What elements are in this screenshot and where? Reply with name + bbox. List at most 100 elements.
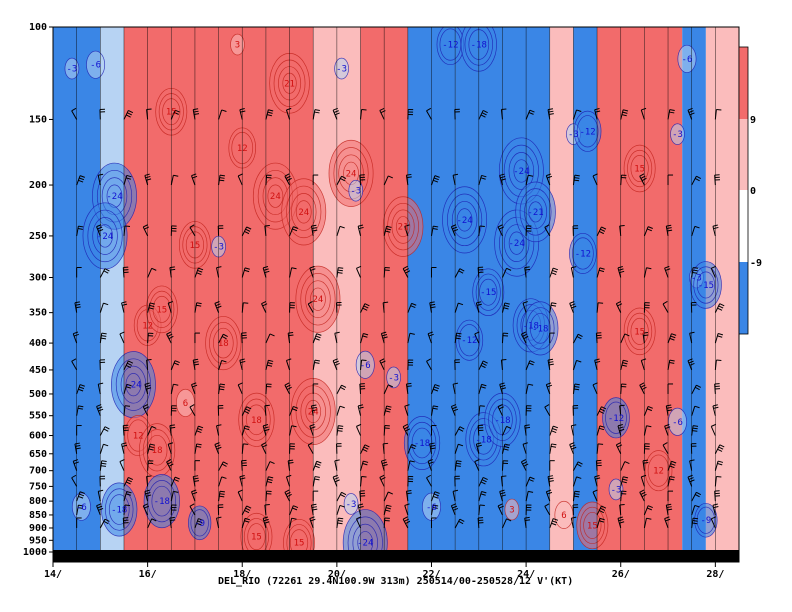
contour-label-9: 15 (190, 241, 201, 251)
wind-barb-323 (549, 267, 559, 278)
contour-ring-22-2 (246, 404, 267, 436)
wind-barb-370 (619, 224, 625, 236)
wind-barb-392 (643, 405, 653, 416)
x-tick-label-4: 22/ (422, 569, 440, 580)
contour-blob-51 (645, 450, 673, 491)
contour-ring-57-0 (576, 501, 609, 550)
wind-barb-190 (336, 504, 345, 516)
wind-barb-231 (405, 382, 412, 395)
wind-barb-411 (667, 460, 677, 471)
wind-barb-396 (640, 474, 647, 487)
wind-barb-372 (615, 301, 623, 313)
wind-barb-402 (665, 224, 673, 237)
wind-barb-432 (714, 109, 722, 120)
wind-barb-388 (643, 302, 650, 313)
wind-barb-437 (714, 332, 724, 344)
contour-blob-56 (554, 501, 574, 529)
wind-barb-31 (99, 518, 110, 529)
wind-barb-337 (572, 174, 580, 186)
wind-barb-205 (359, 490, 366, 502)
wind-barb-321 (545, 173, 553, 186)
contour-label-35: -12 (461, 336, 477, 346)
contour-blob-52 (404, 416, 440, 470)
contour-label-11: 24 (298, 208, 309, 218)
wind-barb-261 (454, 332, 462, 344)
contour-blob-24 (348, 180, 363, 202)
wind-barb-163 (309, 265, 316, 278)
contour-blob-40 (574, 111, 602, 152)
wind-barb-160 (312, 109, 320, 120)
wind-barb-445 (714, 490, 721, 502)
contour-ring-1-0 (86, 50, 106, 79)
contour-label-28: -12 (442, 41, 458, 51)
wind-barb-86 (192, 358, 200, 371)
wind-barb-172 (312, 476, 320, 487)
wind-barb-13 (76, 491, 85, 502)
wind-barb-418 (691, 225, 700, 237)
wind-barb-194 (357, 224, 364, 237)
contour-label-8: 21 (284, 79, 295, 89)
wind-barb-199 (359, 383, 366, 394)
contour-ring-52-2 (411, 427, 433, 459)
contour-ring-59-0 (694, 502, 718, 538)
contour-label-44: -3 (672, 130, 683, 140)
wind-barb-243 (430, 266, 437, 278)
contour-blob-55 (504, 499, 519, 520)
wind-barb-265 (454, 426, 465, 436)
wind-barb-39 (123, 383, 132, 395)
wind-barb-206 (357, 503, 364, 516)
wind-barb-285 (478, 491, 487, 502)
wind-barb-365 (592, 489, 598, 502)
wind-barb-299 (501, 460, 509, 471)
y-tick-label-10: 600 (29, 431, 47, 442)
wind-barb-322 (544, 224, 551, 237)
contour-ring-52-1 (407, 421, 437, 465)
wind-barb-140 (265, 476, 274, 487)
contour-ring-42-1 (526, 307, 555, 350)
wind-barb-91 (194, 460, 200, 471)
wind-barb-184 (336, 405, 345, 416)
contour-labels: -3 -6-24-24-24153122115242424212412151862… (67, 41, 715, 549)
value-cell-11 (549, 27, 574, 552)
contour-ring-49-1 (605, 401, 627, 434)
contour-ring-53-0 (343, 493, 359, 515)
wind-barb-349 (572, 490, 580, 502)
wind-barb-272 (478, 110, 488, 120)
wind-barb-25 (99, 426, 110, 436)
wind-barb-311 (525, 383, 534, 395)
wind-barb-407 (667, 383, 674, 394)
wind-barb-406 (667, 359, 675, 371)
colorbar-neutral (739, 190, 748, 262)
wind-barb-260 (454, 302, 464, 313)
wind-barb-258 (450, 224, 459, 237)
colorbar-positive-strong (739, 47, 748, 119)
wind-barb-176 (332, 107, 340, 120)
wind-barb-82 (189, 224, 196, 237)
wind-barb-0 (71, 107, 78, 120)
wind-barb-104 (217, 405, 224, 416)
wind-barb-225 (405, 173, 412, 186)
y-tick-label-13: 750 (29, 481, 47, 492)
contour-ring-40-1 (576, 115, 599, 148)
contour-label-58: -3 (611, 485, 622, 495)
wind-barb-71 (170, 383, 179, 395)
contour-ring-65-2 (289, 529, 309, 552)
contour-ring-14-3 (310, 287, 326, 311)
wind-barb-66 (170, 225, 177, 236)
wind-barb-98 (217, 225, 224, 236)
wind-barb-130 (264, 224, 270, 236)
contour-label-55: 3 (509, 506, 514, 516)
wind-barb-297 (501, 425, 512, 436)
wind-barb-151 (284, 382, 292, 395)
contour-label-49: -12 (608, 414, 624, 424)
wind-barb-88 (189, 404, 196, 416)
chart-caption: DEL_RIO (72261 29.4N100.9W 313m) 250514/… (218, 576, 573, 587)
contour-label-18: 6 (183, 399, 188, 409)
contour-ring-58-0 (608, 478, 624, 501)
wind-barb-278 (478, 360, 488, 371)
contour-ring-31-2 (508, 152, 535, 190)
contour-ring-62-1 (147, 479, 177, 523)
y-tick-label-2: 200 (29, 180, 47, 191)
wind-barb-315 (520, 459, 529, 471)
contour-label-45: -6 (682, 55, 693, 65)
